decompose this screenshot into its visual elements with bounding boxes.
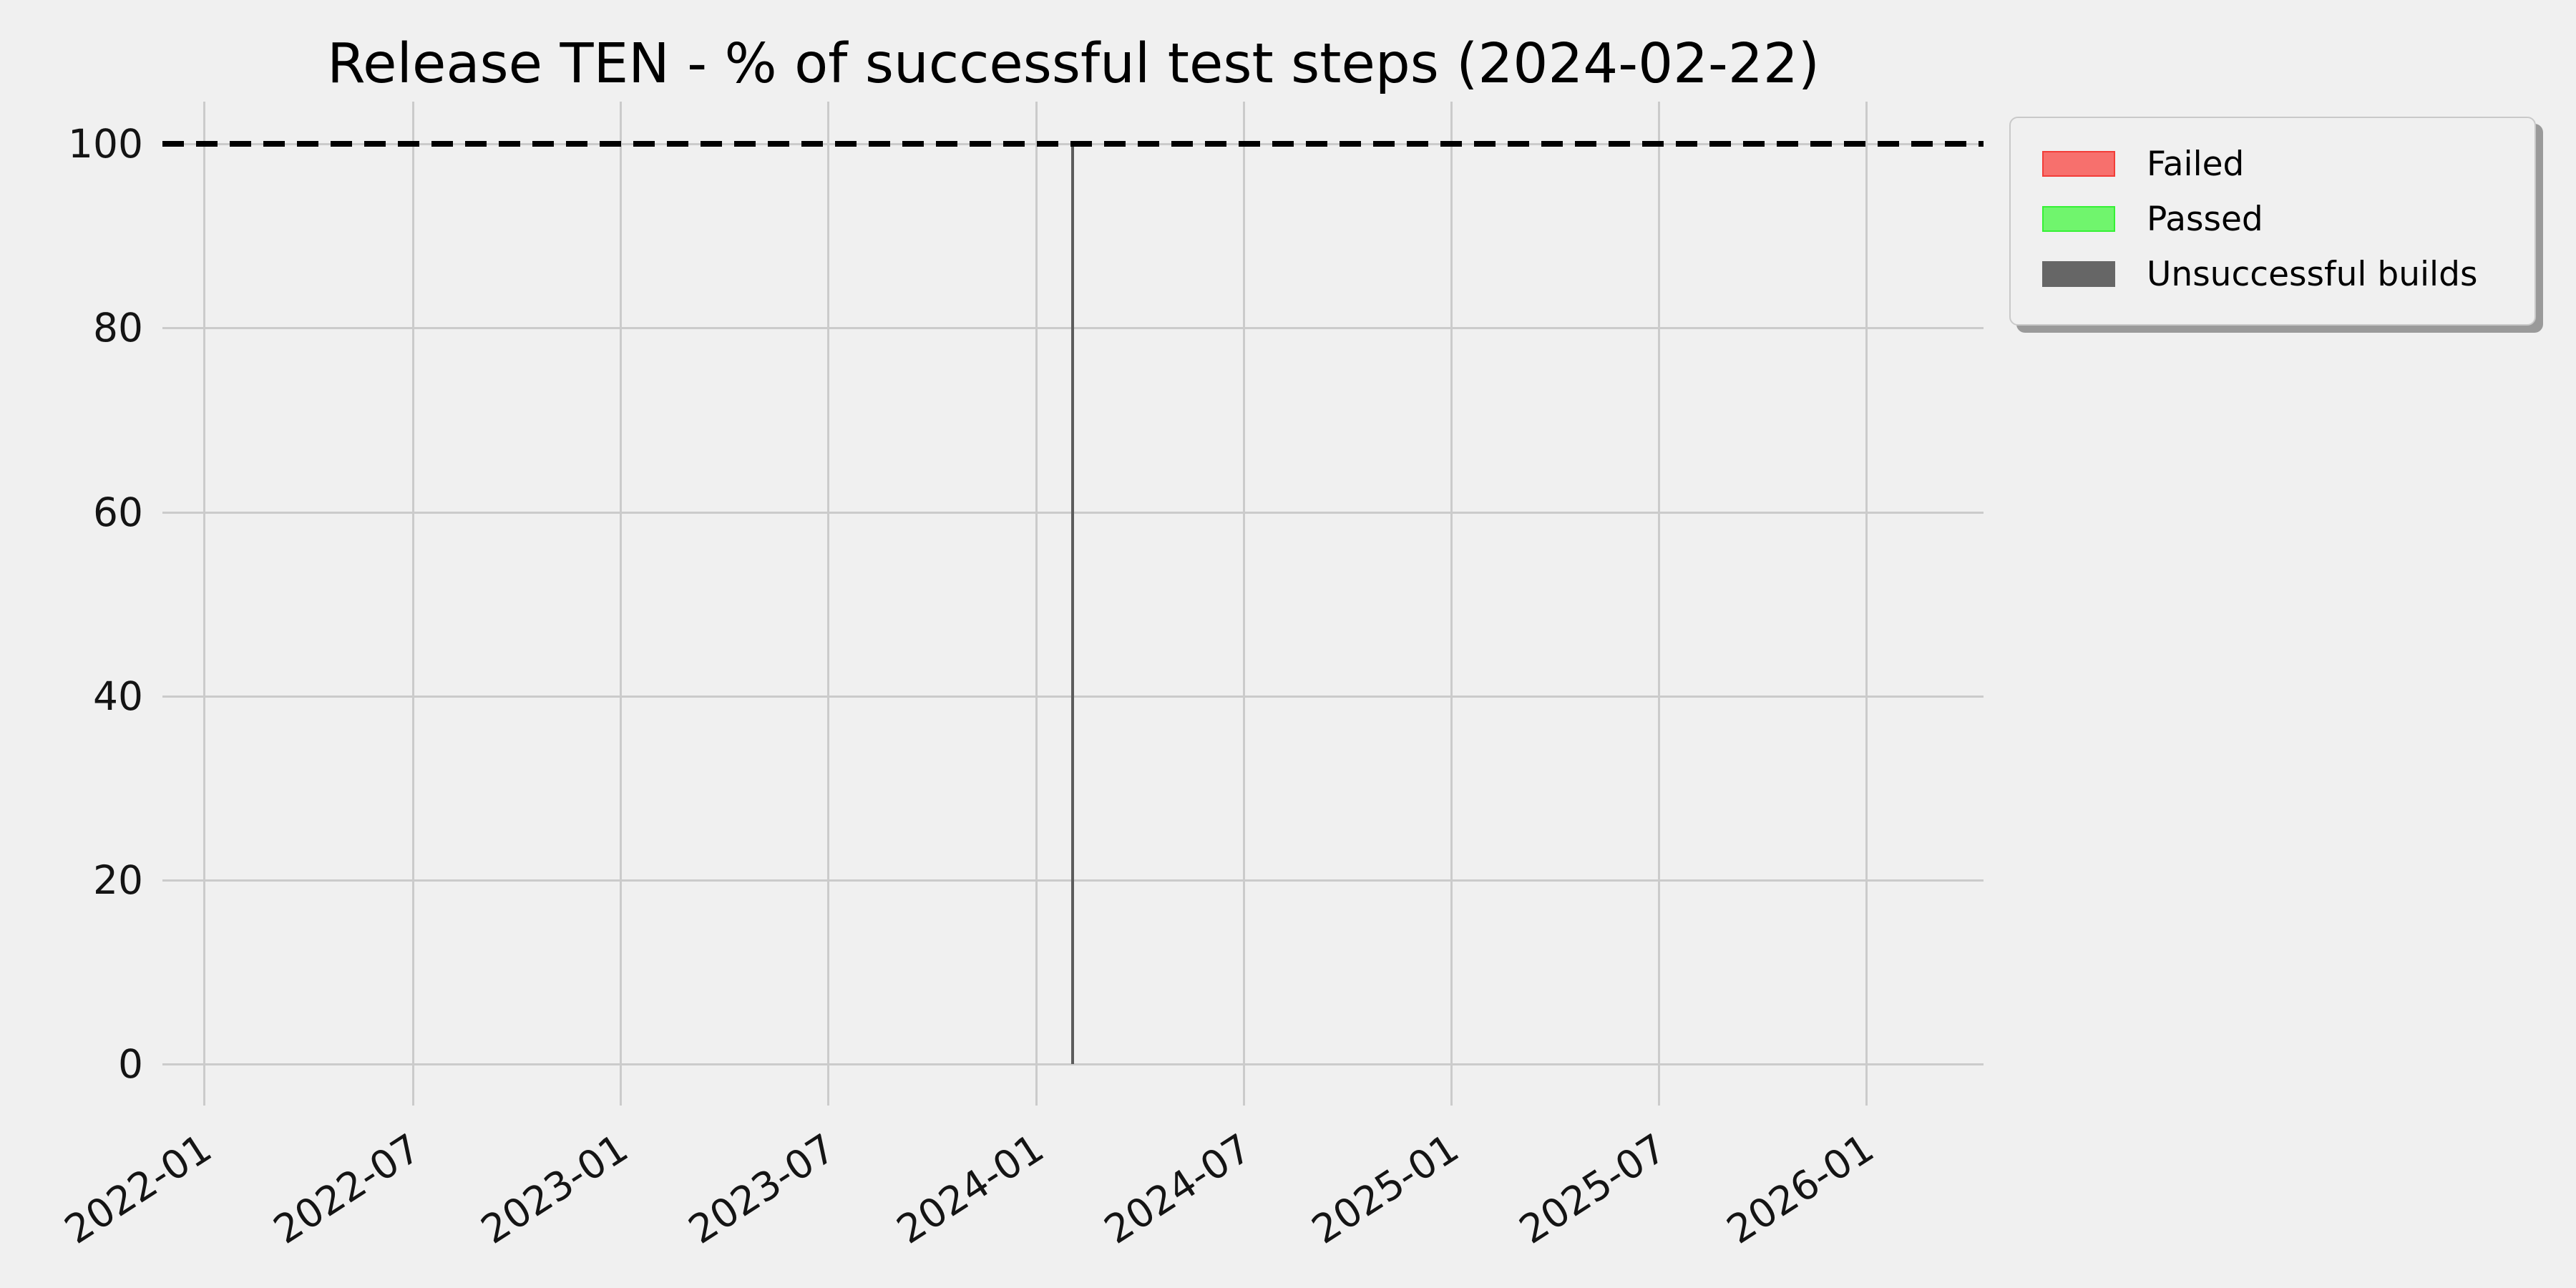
passed-swatch-icon [2042, 206, 2115, 232]
legend-label-passed: Passed [2147, 199, 2263, 239]
y-tick-label: 80 [93, 305, 143, 351]
x-tick-label: 2024-01 [889, 1125, 1052, 1253]
x-tick-label: 2023-07 [680, 1125, 844, 1253]
v-gridline [1243, 102, 1245, 1106]
v-gridline [827, 102, 829, 1106]
y-tick-label: 20 [93, 857, 143, 903]
legend-row-failed: Failed [2042, 145, 2506, 184]
x-tick-label: 2022-07 [265, 1125, 429, 1253]
v-gridline [620, 102, 622, 1106]
h-gridline [162, 1063, 1984, 1065]
y-tick-label: 0 [118, 1041, 143, 1087]
x-tick-label: 2025-01 [1304, 1125, 1467, 1253]
legend: Failed Passed Unsuccessful builds [2009, 117, 2536, 326]
x-tick-label: 2026-01 [1719, 1125, 1882, 1253]
v-gridline [412, 102, 414, 1106]
failed-swatch-icon [2042, 151, 2115, 177]
unsuccessful-build-bar [1071, 144, 1074, 1064]
x-tick-label: 2023-01 [473, 1125, 636, 1253]
goal-line-100 [162, 141, 1984, 147]
y-tick-label: 40 [93, 673, 143, 719]
v-gridline [1450, 102, 1453, 1106]
y-tick-label: 100 [68, 121, 143, 167]
v-gridline [1658, 102, 1660, 1106]
unsuccessful-builds-swatch-icon [2042, 261, 2115, 287]
v-gridline [203, 102, 205, 1106]
v-gridline [1865, 102, 1868, 1106]
chart-title: Release TEN - % of successful test steps… [327, 32, 1820, 96]
legend-row-unsuccessful-builds: Unsuccessful builds [2042, 255, 2506, 294]
legend-label-unsuccessful-builds: Unsuccessful builds [2147, 254, 2478, 294]
legend-label-failed: Failed [2147, 144, 2245, 184]
legend-row-passed: Passed [2042, 200, 2506, 239]
x-tick-label: 2025-07 [1511, 1125, 1674, 1253]
v-gridline [1035, 102, 1038, 1106]
x-tick-label: 2022-01 [57, 1125, 220, 1253]
y-tick-label: 60 [93, 489, 143, 535]
x-tick-label: 2024-07 [1096, 1125, 1259, 1253]
